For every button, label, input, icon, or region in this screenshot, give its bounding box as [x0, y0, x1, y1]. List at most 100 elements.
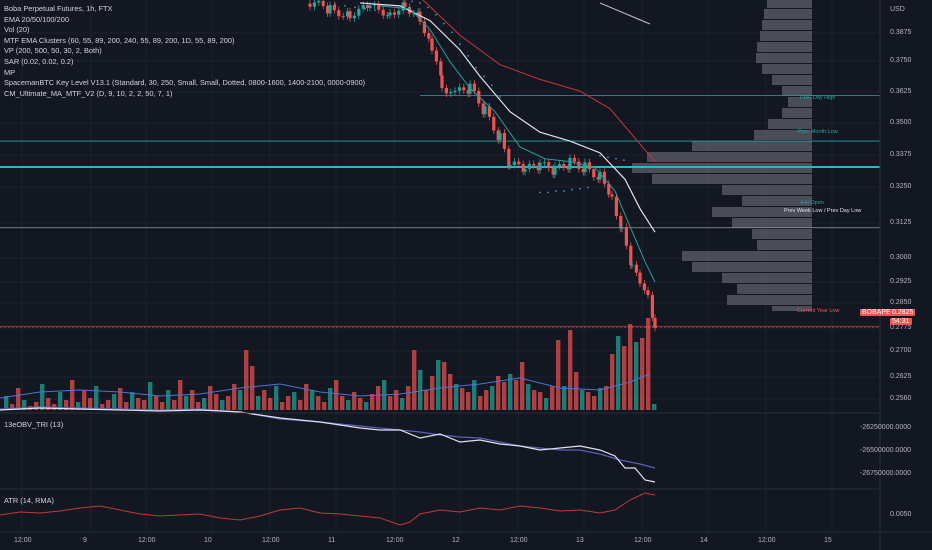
- price-tick: 0.2775: [890, 324, 912, 331]
- candle-body: [483, 106, 487, 115]
- volume-bar: [424, 390, 429, 410]
- time-tick: 12:00: [758, 537, 776, 544]
- candle-body: [377, 4, 381, 10]
- candle-body: [321, 0, 325, 7]
- price-tick: 0.3125: [890, 219, 912, 226]
- obv-pane: [0, 406, 656, 483]
- profile-bar: [756, 53, 812, 63]
- candle-body: [547, 162, 551, 169]
- legend-key-level[interactable]: SpacemanBTC Key Level V13.1 (Standard, 3…: [4, 78, 366, 88]
- volume-bar: [316, 396, 321, 410]
- symbol-title[interactable]: Boba Perpetual Futures, 1h, FTX: [4, 4, 113, 13]
- legend-sar[interactable]: SAR (0.02, 0.02, 0.2): [4, 56, 74, 66]
- price-tick: 0.2700: [890, 347, 912, 354]
- time-tick: 12:00: [386, 537, 404, 544]
- time-tick: 13: [576, 537, 584, 544]
- candle-body: [630, 264, 634, 266]
- profile-bar: [727, 295, 812, 305]
- volume-bar: [250, 366, 255, 410]
- volume-bar: [256, 396, 261, 410]
- volume-bar: [202, 398, 207, 410]
- candle-body: [439, 61, 443, 76]
- volume-bar: [478, 396, 483, 410]
- legend-mp[interactable]: MP: [4, 67, 16, 77]
- volume-bar: [460, 388, 465, 410]
- time-tick: 12:00: [262, 537, 280, 544]
- candle-body: [610, 194, 614, 197]
- volume-bar: [34, 402, 39, 410]
- candle-body: [427, 33, 431, 39]
- candle-body: [624, 227, 628, 246]
- candle-body: [416, 11, 420, 14]
- volume-bar: [40, 384, 45, 410]
- ticker-symbol-tag[interactable]: BOBAPERP: [860, 309, 903, 316]
- volume-bar: [586, 392, 591, 410]
- candle-body: [536, 165, 540, 171]
- profile-bar: [782, 86, 812, 96]
- sar-dot: [587, 186, 589, 189]
- parabolic-sar: [334, 0, 625, 194]
- volume-bar: [436, 360, 441, 410]
- time-tick: 9: [83, 537, 87, 544]
- atr-line: [0, 492, 656, 526]
- candle-body: [596, 177, 600, 180]
- atr-pane-label[interactable]: ATR (14, RMA): [4, 496, 54, 505]
- profile-bar: [692, 141, 812, 151]
- time-tick: 12: [452, 537, 460, 544]
- volume-bar: [328, 388, 333, 410]
- candle-body: [620, 227, 624, 229]
- profile-bar: [767, 0, 812, 8]
- volume-bar: [154, 396, 159, 410]
- atr-pane: [0, 492, 656, 526]
- candle-body: [434, 50, 438, 62]
- time-tick: 12:00: [510, 537, 528, 544]
- candle-body: [638, 272, 642, 284]
- volume-bar: [520, 362, 525, 410]
- candle-body: [598, 171, 602, 180]
- candle-body: [444, 88, 448, 94]
- time-tick: 10: [204, 537, 212, 544]
- volume-bar: [184, 396, 189, 410]
- candle-body: [496, 130, 500, 141]
- price-tick: 0.2560: [890, 395, 912, 402]
- candle-body: [412, 13, 416, 15]
- volume-bar: [616, 336, 621, 410]
- volume-bar: [16, 388, 21, 410]
- last-price-tag[interactable]: 0.2825: [890, 309, 916, 316]
- legend-cm-ma[interactable]: CM_Ultimate_MA_MTF_V2 (D, 9, 10, 2, 2, 5…: [4, 88, 173, 98]
- volume-bar: [358, 398, 363, 410]
- volume-bar: [544, 398, 549, 410]
- legend-vol[interactable]: Vol (20): [4, 25, 30, 35]
- legend-mtf-ema[interactable]: MTF EMA Clusters (60, 55, 89, 200, 240, …: [4, 35, 235, 45]
- volume-bar: [556, 340, 561, 410]
- sar-dot: [571, 188, 573, 191]
- sar-dot: [334, 3, 336, 6]
- volume-bar: [646, 318, 651, 410]
- candle-body: [577, 161, 581, 169]
- legend-vp[interactable]: VP (200, 500, 50, 30, 2, Both): [4, 46, 102, 56]
- volume-bar: [448, 374, 453, 410]
- legend-ema[interactable]: EMA 20/50/100/200: [4, 14, 69, 24]
- candle-body: [607, 183, 611, 195]
- volume-bar: [400, 398, 405, 410]
- candle-body: [328, 5, 332, 14]
- candle-body: [562, 164, 566, 168]
- volume-ma-line: [0, 373, 651, 399]
- candle-body: [581, 168, 585, 173]
- obv-line: [0, 407, 656, 483]
- candle-body: [517, 161, 521, 165]
- ema-teal: [379, 5, 656, 283]
- obv-pane-label[interactable]: 13eOBV_TRI (13): [4, 420, 64, 429]
- price-tick: 0.3250: [890, 183, 912, 190]
- volume-bar: [94, 386, 99, 410]
- volume-bar: [592, 396, 597, 410]
- candle-body: [614, 196, 618, 217]
- candle-body: [492, 116, 496, 131]
- candle-body: [523, 168, 527, 172]
- volume-bar: [136, 398, 141, 410]
- sar-dot: [483, 75, 485, 78]
- time-tick: 15: [824, 537, 832, 544]
- candle-body: [472, 83, 476, 91]
- candle-body: [553, 165, 557, 175]
